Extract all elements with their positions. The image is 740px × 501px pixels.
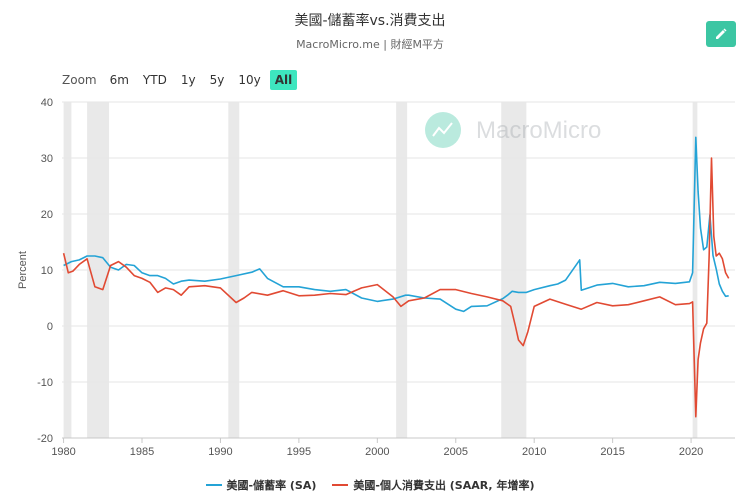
y-axis-label: Percent [17,251,29,289]
x-tick-label: 2020 [679,446,703,458]
x-tick-label: 1995 [287,446,311,458]
x-tick-label: 1980 [51,446,75,458]
x-tick-label: 1985 [130,446,154,458]
legend-label-consumption: 美國-個人消費支出 (SAAR, 年增率) [353,479,535,492]
x-tick-label: 2000 [365,446,389,458]
axes: -20 -10 0 10 20 30 40 1980 1985 1990 1995 2000 2005 2… [17,97,735,458]
range-button-1y[interactable]: 1y [180,73,196,87]
legend: 美國-儲蓄率 (SA) 美國-個人消費支出 (SAAR, 年增率) [0,477,740,493]
x-tick-label: 2005 [444,446,468,458]
y-tick-label: 20 [41,209,53,221]
chart-title: 美國-儲蓄率vs.消費支出 [294,13,446,29]
range-selector: Zoom 6m YTD 1y 5y 10y All [62,70,301,90]
watermark: MacroMicro [425,112,601,148]
series-line-consumption[interactable] [62,157,730,418]
series-lines [62,136,730,418]
edit-button[interactable] [706,21,736,47]
y-tick-label: 40 [41,97,53,109]
chart-subtitle: MacroMicro.me | 財經M平方 [296,38,444,51]
x-tick-label: 2010 [522,446,546,458]
x-tick-label: 1990 [208,446,232,458]
range-button-all[interactable]: All [269,70,298,90]
legend-item-saving-rate[interactable]: 美國-儲蓄率 (SA) [205,477,317,493]
zoom-label: Zoom [62,73,97,87]
y-tick-label: 10 [41,265,53,277]
legend-swatch-saving-rate [205,484,222,486]
legend-label-saving-rate: 美國-儲蓄率 (SA) [226,479,317,492]
legend-swatch-consumption [332,484,349,486]
y-tick-label: -10 [37,377,53,389]
series-line-saving-rate[interactable] [63,136,729,313]
x-tick-label: 2015 [600,446,624,458]
y-tick-label: -20 [37,433,53,445]
range-button-10y[interactable]: 10y [238,73,261,87]
watermark-text: MacroMicro [476,117,601,144]
y-tick-label: 0 [47,321,53,333]
pencil-icon [716,28,727,39]
range-button-ytd[interactable]: YTD [142,73,167,87]
watermark-chart-icon [432,122,453,137]
range-button-6m[interactable]: 6m [109,73,129,87]
y-tick-label: 30 [41,153,53,165]
range-button-5y[interactable]: 5y [209,73,225,87]
legend-item-consumption[interactable]: 美國-個人消費支出 (SAAR, 年增率) [332,477,534,493]
watermark-logo-icon [425,112,461,148]
